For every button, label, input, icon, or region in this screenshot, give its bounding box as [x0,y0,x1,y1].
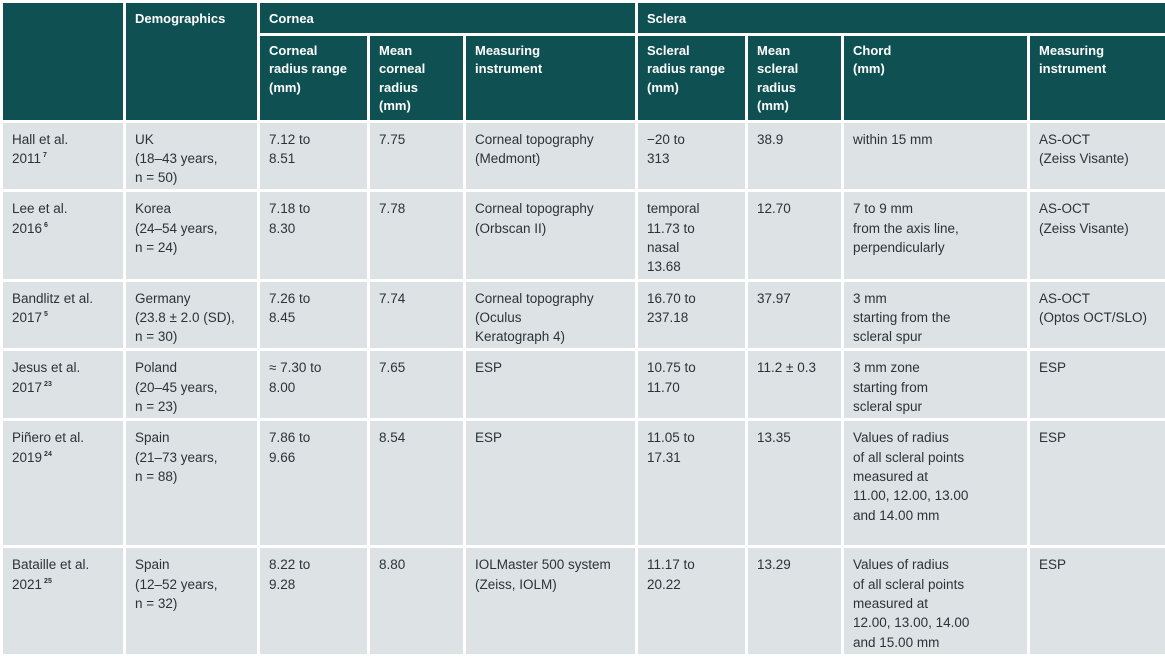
demographics-cell: Korea (24–54 years, n = 24) [126,192,257,279]
chord-cell: 3 mm starting from the scleral spur [844,281,1028,349]
sclera-instrument-cell: AS-OCT (Optos OCT/SLO) [1030,281,1165,349]
mean-corneal-radius-cell: 7.65 [370,351,463,419]
cornea-instrument-cell: Corneal topography (Oculus Keratograph 4… [466,281,636,349]
study-label: Bandlitz et al. 2017 [12,290,94,325]
mean-corneal-radius-cell: 7.78 [370,192,463,279]
sclera-instrument-cell: AS-OCT (Zeiss Visante) [1030,192,1165,279]
cornea-instrument-cell: ESP [466,351,636,419]
header-chord: Chord (mm) [844,35,1028,120]
header-scleral-radius-range: Scleral radius range (mm) [638,35,746,120]
demographics-cell: Spain (12–52 years, n = 32) [126,548,257,655]
header-sclera-measuring-instrument: Measuring instrument [1030,35,1165,120]
reference-number: 25 [44,578,52,586]
scleral-radius-range-cell: −20 to 313 [638,122,746,190]
scleral-radius-range-cell: 11.05 to 17.31 [638,421,746,546]
corneal-radius-range-cell: 7.86 to 9.66 [260,421,367,546]
chord-cell: within 15 mm [844,122,1028,190]
study-cell: Piñero et al. 2019 24 [3,421,123,546]
table-body: Hall et al. 2011 7 UK (18–43 years, n = 50… [3,122,1165,655]
cornea-instrument-cell: ESP [466,421,636,546]
demographics-cell: Spain (21–73 years, n = 88) [126,421,257,546]
table-row: Bandlitz et al. 2017 5 Germany (23.8 ± 2.0… [3,281,1165,349]
mean-scleral-radius-cell: 11.2 ± 0.3 [748,351,842,419]
study-cell: Jesus et al. 2017 23 [3,351,123,419]
mean-scleral-radius-cell: 38.9 [748,122,842,190]
header-demographics: Demographics [126,3,257,120]
demographics-cell: Poland (20–45 years, n = 23) [126,351,257,419]
cornea-instrument-cell: Corneal topography (Medmont) [466,122,636,190]
sclera-instrument-cell: AS-OCT (Zeiss Visante) [1030,122,1165,190]
sclera-instrument-cell: ESP [1030,548,1165,655]
table-row: Piñero et al. 2019 24 Spain (21–73 years, … [3,421,1165,546]
study-cell: Bandlitz et al. 2017 5 [3,281,123,349]
mean-scleral-radius-cell: 37.97 [748,281,842,349]
corneal-radius-range-cell: 8.22 to 9.28 [260,548,367,655]
mean-scleral-radius-cell: 13.35 [748,421,842,546]
demographics-cell: UK (18–43 years, n = 50) [126,122,257,190]
corneal-radius-range-cell: 7.18 to 8.30 [260,192,367,279]
study-cell: Hall et al. 2011 7 [3,122,123,190]
corneal-radius-range-cell: ≈ 7.30 to 8.00 [260,351,367,419]
study-cell: Lee et al. 2016 6 [3,192,123,279]
header-study [3,3,123,120]
reference-number: 23 [44,381,52,389]
reference-number: 5 [44,311,48,319]
study-label: Piñero et al. 2019 [12,430,85,465]
header-cornea: Cornea [260,3,636,33]
study-label: Jesus et al. 2017 [12,360,81,395]
header-sclera: Sclera [638,3,1165,33]
reference-number: 7 [43,152,47,160]
chord-cell: Values of radius of all scleral points m… [844,548,1028,655]
demographics-cell: Germany (23.8 ± 2.0 (SD), n = 30) [126,281,257,349]
reference-number: 6 [44,222,48,230]
mean-corneal-radius-cell: 7.74 [370,281,463,349]
mean-scleral-radius-cell: 12.70 [748,192,842,279]
table-row: Hall et al. 2011 7 UK (18–43 years, n = 50… [3,122,1165,190]
header-corneal-radius-range: Corneal radius range (mm) [260,35,367,120]
chord-cell: Values of radius of all scleral points m… [844,421,1028,546]
corneal-radius-range-cell: 7.26 to 8.45 [260,281,367,349]
table-row: Jesus et al. 2017 23 Poland (20–45 years, … [3,351,1165,419]
mean-corneal-radius-cell: 8.80 [370,548,463,655]
chord-cell: 7 to 9 mm from the axis line, perpendicu… [844,192,1028,279]
scleral-radius-range-cell: 10.75 to 11.70 [638,351,746,419]
study-label: Bataille et al. 2021 [12,557,90,592]
table-row: Bataille et al. 2021 25 Spain (12–52 years… [3,548,1165,655]
reference-number: 24 [44,451,52,459]
header-row-columns: Corneal radius range (mm) Mean corneal r… [3,35,1165,120]
scleral-radius-range-cell: temporal 11.73 to nasal 13.68 [638,192,746,279]
study-label: Lee et al. 2016 [12,201,68,236]
sclera-instrument-cell: ESP [1030,351,1165,419]
cornea-instrument-cell: IOLMaster 500 system (Zeiss, IOLM) [466,548,636,655]
study-label: Hall et al. 2011 [12,131,69,166]
chord-cell: 3 mm zone starting from scleral spur [844,351,1028,419]
header-row-groups: Demographics Cornea Sclera [3,3,1165,120]
mean-scleral-radius-cell: 13.29 [748,548,842,655]
corneal-radius-range-cell: 7.12 to 8.51 [260,122,367,190]
mean-corneal-radius-cell: 7.75 [370,122,463,190]
scleral-radius-range-cell: 16.70 to 237.18 [638,281,746,349]
mean-corneal-radius-cell: 8.54 [370,421,463,546]
header-cornea-measuring-instrument: Measuring instrument [466,35,636,120]
header-mean-corneal-radius: Mean corneal radius (mm) [370,35,463,120]
scleral-radius-range-cell: 11.17 to 20.22 [638,548,746,655]
header-mean-scleral-radius: Mean scleral radius (mm) [748,35,842,120]
study-cell: Bataille et al. 2021 25 [3,548,123,655]
table-row: Lee et al. 2016 6 Korea (24–54 years, n = … [3,192,1165,279]
comparison-table-container: Demographics Cornea Sclera Corneal radiu… [3,3,1165,655]
sclera-instrument-cell: ESP [1030,421,1165,546]
cornea-instrument-cell: Corneal topography (Orbscan II) [466,192,636,279]
